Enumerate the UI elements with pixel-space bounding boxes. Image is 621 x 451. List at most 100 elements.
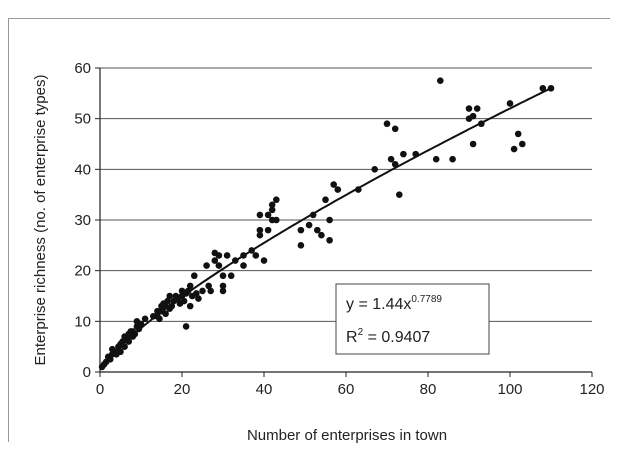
chart-frame [8, 18, 610, 442]
data-point-119 [547, 84, 555, 92]
data-point-63 [215, 252, 223, 259]
x-tick-label-0: 0 [96, 381, 104, 398]
y-axis-label: Enterprise richness (no. of enterprise t… [32, 75, 49, 366]
data-point-101 [391, 160, 399, 168]
data-point-118 [539, 84, 547, 92]
data-point-66 [219, 272, 227, 280]
data-point-95 [334, 186, 342, 193]
data-point-105 [432, 155, 440, 163]
data-point-94 [330, 181, 338, 188]
y-tick-label-60: 60 [74, 60, 91, 77]
data-point-103 [400, 150, 407, 158]
data-point-84 [273, 216, 280, 224]
data-point-76 [256, 211, 264, 219]
data-point-71 [240, 252, 247, 259]
data-point-54 [193, 290, 200, 297]
y-tick-labels: 0 10 20 30 40 50 60 [74, 60, 91, 381]
data-point-80 [268, 206, 276, 214]
data-point-39 [168, 302, 176, 310]
data-point-112 [473, 105, 481, 112]
data-point-83 [273, 196, 280, 204]
data-point-24 [135, 325, 143, 333]
data-point-102 [396, 191, 403, 198]
data-point-110 [469, 112, 477, 120]
data-point-115 [510, 145, 518, 153]
data-point-30 [156, 315, 163, 323]
data-point-116 [514, 130, 522, 138]
equation-text: y = 1.44x0.7789 [346, 294, 442, 313]
data-point-17 [125, 338, 132, 345]
r2-prefix: R [346, 329, 358, 346]
data-point-79 [264, 226, 272, 234]
data-point-77 [260, 257, 268, 264]
data-point-73 [252, 252, 260, 259]
y-tick-label-50: 50 [74, 111, 91, 128]
data-point-21 [131, 330, 139, 338]
x-tick-label-120: 120 [579, 381, 604, 398]
data-point-107 [449, 155, 456, 163]
y-tick-label-30: 30 [74, 212, 91, 229]
data-point-65 [219, 287, 227, 295]
data-point-48 [182, 323, 190, 330]
r-squared-text: R2 = 0.9407 [346, 327, 430, 346]
data-point-38 [166, 292, 173, 300]
y-tick-label-0: 0 [83, 364, 91, 381]
equation-prefix: y = 1.44x [346, 296, 411, 313]
data-point-26 [141, 315, 149, 323]
data-point-58 [205, 282, 212, 290]
y-tick-label-10: 10 [74, 313, 91, 330]
data-point-97 [371, 166, 379, 173]
data-point-93 [326, 216, 333, 224]
data-point-11 [117, 348, 124, 356]
equation-box-border [335, 283, 490, 355]
data-point-92 [326, 236, 333, 244]
data-point-53 [191, 272, 198, 280]
y-tick-label-40: 40 [74, 161, 91, 178]
data-point-46 [180, 297, 188, 305]
axes [95, 67, 593, 377]
data-point-117 [519, 140, 526, 148]
x-tick-label-60: 60 [338, 381, 355, 398]
data-point-70 [240, 262, 247, 269]
data-point-72 [248, 247, 255, 254]
data-point-111 [469, 140, 477, 148]
data-point-100 [391, 125, 399, 133]
data-point-56 [199, 287, 206, 295]
data-point-49 [184, 287, 192, 295]
data-point-14 [121, 343, 128, 350]
data-point-4 [106, 356, 114, 363]
data-point-64 [219, 282, 227, 290]
data-point-60 [211, 257, 219, 264]
x-tick-label-80: 80 [420, 381, 437, 398]
data-point-36 [164, 297, 171, 305]
data-point-86 [297, 226, 305, 234]
x-tick-label-40: 40 [256, 381, 273, 398]
x-tick-label-20: 20 [174, 381, 191, 398]
equation-box: y = 1.44x0.7789 R2 = 0.9407 [335, 283, 490, 355]
data-point-104 [412, 150, 420, 158]
data-point-114 [506, 100, 514, 107]
data-points [98, 77, 555, 371]
r2-value: = 0.9407 [363, 329, 430, 346]
data-point-98 [383, 120, 391, 128]
data-point-85 [297, 242, 305, 249]
data-point-106 [437, 77, 444, 84]
data-point-88 [309, 211, 317, 219]
data-point-74 [256, 231, 264, 239]
data-point-90 [318, 231, 325, 239]
data-point-91 [322, 196, 329, 204]
data-point-75 [256, 226, 264, 234]
data-point-78 [264, 211, 272, 219]
data-point-62 [215, 262, 223, 269]
y-tick-label-20: 20 [74, 263, 91, 280]
x-tick-labels: 0 20 40 60 80 100 120 [96, 381, 605, 398]
data-point-113 [478, 120, 485, 128]
data-point-81 [268, 201, 276, 209]
data-point-99 [387, 155, 395, 163]
data-point-69 [232, 257, 239, 264]
data-point-89 [314, 226, 321, 234]
data-point-67 [223, 252, 231, 259]
x-axis-label: Number of enterprises in town [247, 427, 447, 444]
data-point-34 [162, 310, 169, 318]
